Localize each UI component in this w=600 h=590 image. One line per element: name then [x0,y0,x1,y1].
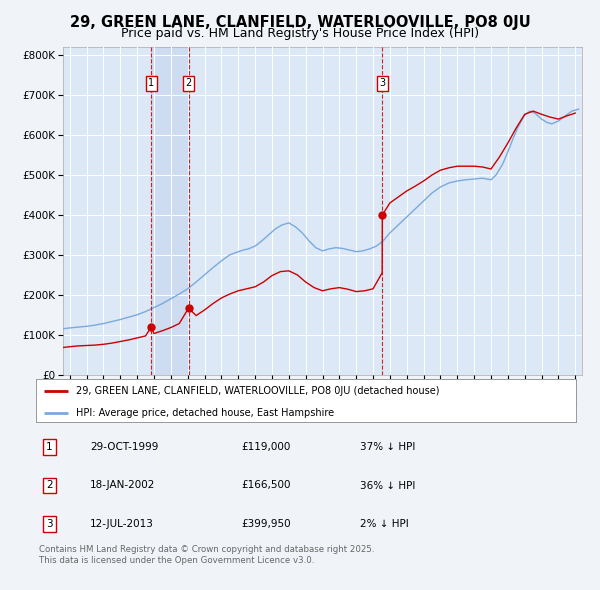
Text: 29, GREEN LANE, CLANFIELD, WATERLOOVILLE, PO8 0JU: 29, GREEN LANE, CLANFIELD, WATERLOOVILLE… [70,15,530,30]
Text: 1: 1 [148,78,154,88]
Text: 37% ↓ HPI: 37% ↓ HPI [360,442,415,452]
Text: HPI: Average price, detached house, East Hampshire: HPI: Average price, detached house, East… [77,408,335,418]
Text: £119,000: £119,000 [241,442,290,452]
Text: 2% ↓ HPI: 2% ↓ HPI [360,519,409,529]
Text: 12-JUL-2013: 12-JUL-2013 [90,519,154,529]
Text: 29, GREEN LANE, CLANFIELD, WATERLOOVILLE, PO8 0JU (detached house): 29, GREEN LANE, CLANFIELD, WATERLOOVILLE… [77,386,440,396]
Text: £166,500: £166,500 [241,480,290,490]
Text: 3: 3 [46,519,53,529]
Text: 36% ↓ HPI: 36% ↓ HPI [360,480,415,490]
Text: 1: 1 [46,442,53,452]
Text: 3: 3 [379,78,385,88]
Text: Price paid vs. HM Land Registry's House Price Index (HPI): Price paid vs. HM Land Registry's House … [121,27,479,40]
Text: £399,950: £399,950 [241,519,291,529]
Text: 2: 2 [46,480,53,490]
Text: Contains HM Land Registry data © Crown copyright and database right 2025.
This d: Contains HM Land Registry data © Crown c… [39,545,374,565]
Text: 18-JAN-2002: 18-JAN-2002 [90,480,155,490]
Bar [151,47,188,375]
Text: 2: 2 [185,78,191,88]
Text: 29-OCT-1999: 29-OCT-1999 [90,442,158,452]
